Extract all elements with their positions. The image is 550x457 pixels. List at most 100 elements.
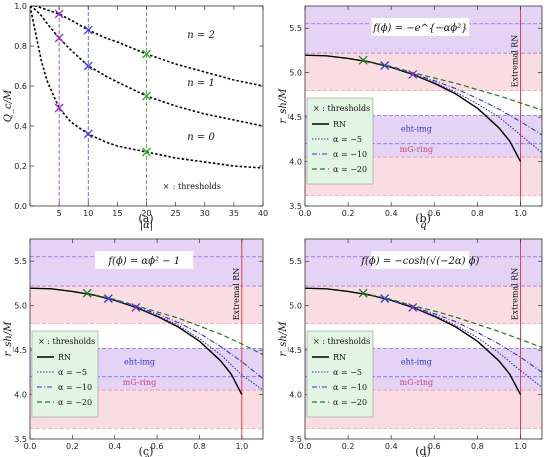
plot-frame bbox=[304, 5, 543, 207]
region-label-1: mG-ring bbox=[400, 378, 433, 387]
threshold-marker-2 bbox=[131, 302, 141, 312]
curve-label-1: n = 1 bbox=[187, 78, 215, 89]
panel-caption: (d) bbox=[415, 445, 431, 457]
threshold-marker-1 bbox=[380, 294, 390, 304]
legend-entry-1: α = −5 bbox=[333, 135, 362, 144]
x-tick-label: 0.2 bbox=[342, 209, 355, 218]
func-box bbox=[95, 251, 194, 269]
threshold-stroke bbox=[142, 49, 151, 59]
y-tick-label: 5.0 bbox=[289, 302, 302, 311]
threshold-marker-0 bbox=[54, 9, 64, 19]
legend-title: × : thresholds bbox=[38, 337, 95, 346]
y-tick-label: 4.5 bbox=[289, 113, 302, 122]
threshold-marker-5 bbox=[83, 129, 93, 139]
threshold-stroke bbox=[54, 33, 64, 43]
series-line-3 bbox=[363, 292, 542, 348]
region-label-1: mG-ring bbox=[400, 145, 433, 154]
x-tick-label: 0.6 bbox=[428, 442, 441, 451]
x-tick-label: 0.4 bbox=[108, 442, 121, 451]
func-label: f(ϕ) = −e^{−αϕ²} bbox=[372, 23, 467, 34]
panel-a: 5 10 15 20 25 30 35 40 0.0 0.2 0.4 0.6 0.8 1.0 |α| Q_c/… bbox=[3, 2, 268, 231]
series-line-1 bbox=[412, 73, 542, 154]
legend: × : thresholds RN α = −5 α = −10 α = −20 bbox=[31, 330, 99, 418]
x-tick-label: 0.2 bbox=[66, 442, 79, 451]
threshold-marker-4 bbox=[83, 61, 93, 71]
threshold-stroke bbox=[83, 25, 93, 35]
y-axis-label: Q_c/M bbox=[3, 89, 14, 122]
threshold-stroke bbox=[83, 129, 93, 139]
threshold-stroke bbox=[82, 288, 92, 298]
legend: × : thresholds RN α = −5 α = −10 α = −20 bbox=[306, 97, 374, 185]
legend-box bbox=[306, 97, 374, 185]
threshold-stroke bbox=[142, 91, 151, 101]
x-tick-label: 0.4 bbox=[385, 209, 398, 218]
y-axis-label: r_sh/M bbox=[278, 321, 289, 357]
legend-marker: × bbox=[163, 182, 170, 191]
legend-entry-1: α = −5 bbox=[58, 368, 87, 377]
threshold-stroke bbox=[358, 55, 368, 65]
band-1 bbox=[30, 286, 263, 324]
plot-area bbox=[30, 239, 263, 439]
plot-frame bbox=[304, 238, 543, 440]
series-line-3 bbox=[87, 292, 263, 356]
band-1 bbox=[305, 286, 542, 324]
threshold-marker-2 bbox=[408, 69, 418, 79]
x-tick-label: 0.2 bbox=[342, 442, 355, 451]
series-line-2 bbox=[108, 298, 263, 380]
x-tick-label: 35 bbox=[229, 209, 239, 218]
x-tick-label: 0.8 bbox=[471, 209, 484, 218]
x-tick-label: 0.6 bbox=[428, 209, 441, 218]
x-tick-label: 1.0 bbox=[514, 442, 527, 451]
panel-d: 0.0 0.2 0.4 0.6 0.8 1.0 3.5 4.0 4.5 5.0 5.5 q r_sh/M… bbox=[278, 238, 543, 457]
legend-title: × : thresholds bbox=[313, 104, 370, 113]
threshold-stroke bbox=[358, 288, 368, 298]
threshold-marker-7 bbox=[142, 91, 151, 101]
y-tick-label: 1.0 bbox=[14, 2, 27, 11]
x-tick-label: 25 bbox=[171, 209, 181, 218]
x-tick-label: 5 bbox=[57, 209, 62, 218]
series-line-0 bbox=[30, 287, 243, 395]
legend-entry-3: α = −20 bbox=[58, 398, 92, 407]
y-tick-label: 0.6 bbox=[14, 82, 27, 91]
extremal-label: Extremal RN bbox=[232, 268, 241, 321]
x-tick-label: 1.0 bbox=[235, 442, 248, 451]
x-axis-label: q bbox=[420, 220, 426, 231]
threshold-marker-1 bbox=[380, 61, 390, 71]
region-label-0: eht-img bbox=[401, 125, 432, 134]
x-tick-label: 15 bbox=[112, 209, 122, 218]
threshold-marker-2 bbox=[408, 302, 418, 312]
threshold-marker-3 bbox=[83, 25, 93, 35]
series-line-0 bbox=[305, 54, 522, 162]
threshold-marker-1 bbox=[103, 294, 113, 304]
curve-label-0: n = 2 bbox=[187, 30, 215, 41]
x-tick-label: 0.0 bbox=[299, 209, 312, 218]
threshold-stroke bbox=[131, 302, 141, 312]
func-label: f(ϕ) = αϕ² − 1 bbox=[107, 256, 180, 267]
y-tick-label: 5.0 bbox=[14, 302, 27, 311]
legend-entry-2: α = −10 bbox=[333, 383, 367, 392]
threshold-stroke bbox=[54, 103, 64, 113]
x-tick-label: 0.0 bbox=[299, 442, 312, 451]
threshold-stroke bbox=[103, 294, 113, 304]
threshold-stroke bbox=[380, 294, 390, 304]
extremal-label: Extremal RN bbox=[510, 35, 519, 88]
series-line-3 bbox=[363, 59, 542, 111]
threshold-marker-0 bbox=[358, 55, 368, 65]
legend-entry-2: α = −10 bbox=[333, 150, 367, 159]
threshold-stroke bbox=[54, 9, 64, 19]
legend-box bbox=[31, 330, 99, 418]
legend-entry-0: RN bbox=[58, 353, 71, 362]
legend-entry-1: α = −5 bbox=[333, 368, 362, 377]
legend-title: × : thresholds bbox=[313, 337, 370, 346]
legend-label: : thresholds bbox=[173, 182, 221, 191]
y-tick-label: 4.0 bbox=[289, 391, 302, 400]
plot-frame bbox=[29, 238, 264, 440]
panel-caption: (b) bbox=[415, 212, 431, 225]
x-tick-label: 0.8 bbox=[471, 442, 484, 451]
x-tick-label: 30 bbox=[200, 209, 210, 218]
series-line-1 bbox=[135, 306, 263, 391]
panel-caption: (a) bbox=[138, 212, 153, 225]
legend-entry-0: RN bbox=[333, 353, 346, 362]
threshold-stroke bbox=[408, 69, 418, 79]
